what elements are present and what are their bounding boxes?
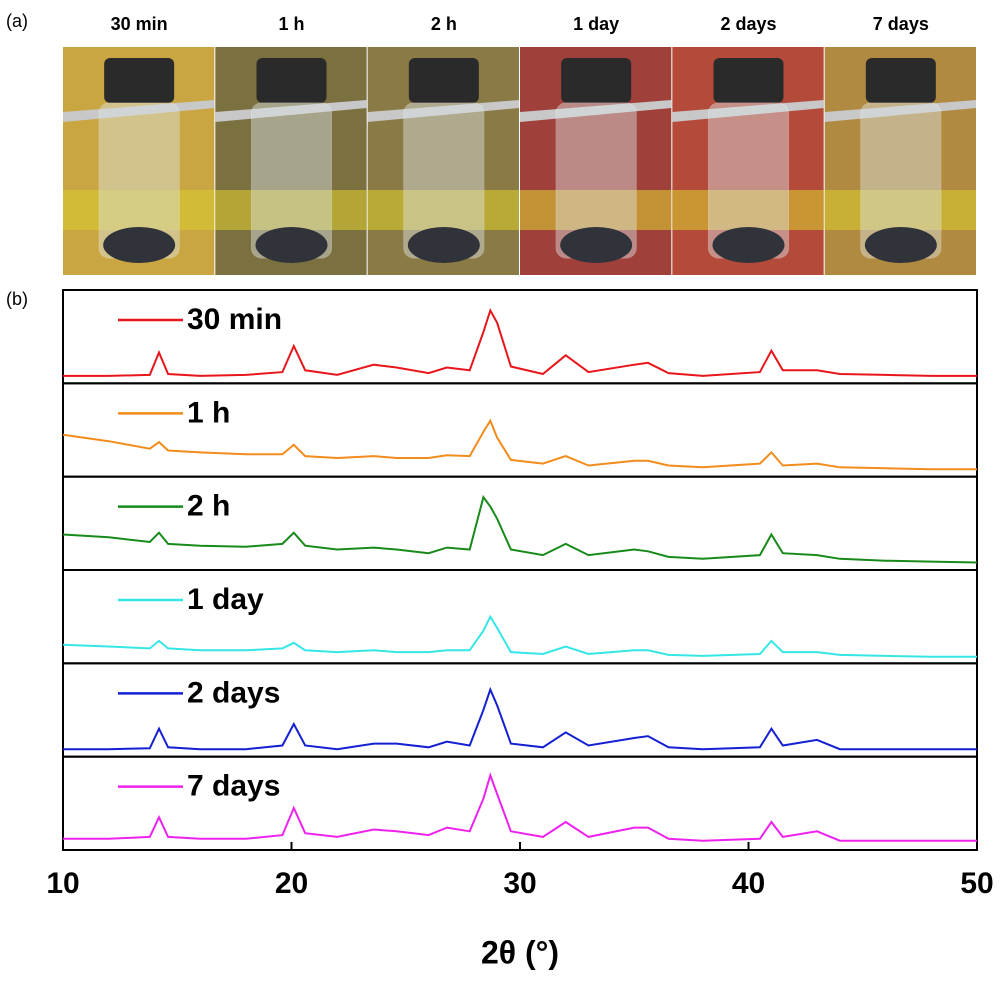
tweezers <box>824 100 976 122</box>
legend-label: 2 h <box>187 490 230 523</box>
panel-label: (b) <box>6 289 28 309</box>
xrd-line <box>62 418 977 471</box>
tweezers <box>672 100 824 122</box>
x-tick-label: 40 <box>732 867 765 900</box>
tweezers <box>63 100 215 122</box>
vial-cap <box>408 58 479 103</box>
vial-cap <box>104 58 175 103</box>
xrd-line <box>63 308 977 377</box>
photo-shelf <box>367 190 519 230</box>
powder <box>712 227 785 263</box>
legend-label: 1 h <box>187 396 230 429</box>
legend-label: 30 min <box>187 303 282 336</box>
tweezers <box>520 100 672 122</box>
xrd-line <box>62 494 978 564</box>
powder <box>255 227 328 263</box>
x-tick-label: 30 <box>503 867 536 900</box>
powder <box>864 227 937 263</box>
vial-cap <box>865 58 936 103</box>
powder <box>407 227 480 263</box>
xrd-line <box>62 614 977 658</box>
vial-cap <box>256 58 327 103</box>
vial-cap <box>713 58 784 103</box>
photo-caption: 2 h <box>431 14 457 34</box>
photo-shelf <box>672 190 824 230</box>
x-tick-label: 50 <box>960 867 993 900</box>
powder <box>560 227 633 263</box>
x-axis-label: 2θ (°) <box>481 934 559 970</box>
x-tick-label: 10 <box>46 867 79 900</box>
photo-shelf <box>520 190 672 230</box>
photo-strip <box>63 47 976 275</box>
xrd-line <box>63 772 977 842</box>
photo-caption: 7 days <box>873 14 929 34</box>
tweezers <box>367 100 519 122</box>
photo-shelf <box>824 190 976 230</box>
photo-shelf <box>215 190 367 230</box>
photo-caption: 1 day <box>573 14 619 34</box>
panel-label: (a) <box>6 11 28 31</box>
legend-label: 7 days <box>187 770 280 803</box>
powder <box>103 227 176 263</box>
vial-cap <box>561 58 632 103</box>
photo-shelf <box>63 190 215 230</box>
photo-caption: 30 min <box>111 14 168 34</box>
photo-caption: 1 h <box>278 14 304 34</box>
x-tick-label: 20 <box>275 867 308 900</box>
xrd-line <box>63 686 977 751</box>
photo-caption: 2 days <box>720 14 776 34</box>
tweezers <box>215 100 367 122</box>
legend-label: 1 day <box>187 583 264 616</box>
legend-label: 2 days <box>187 676 280 709</box>
